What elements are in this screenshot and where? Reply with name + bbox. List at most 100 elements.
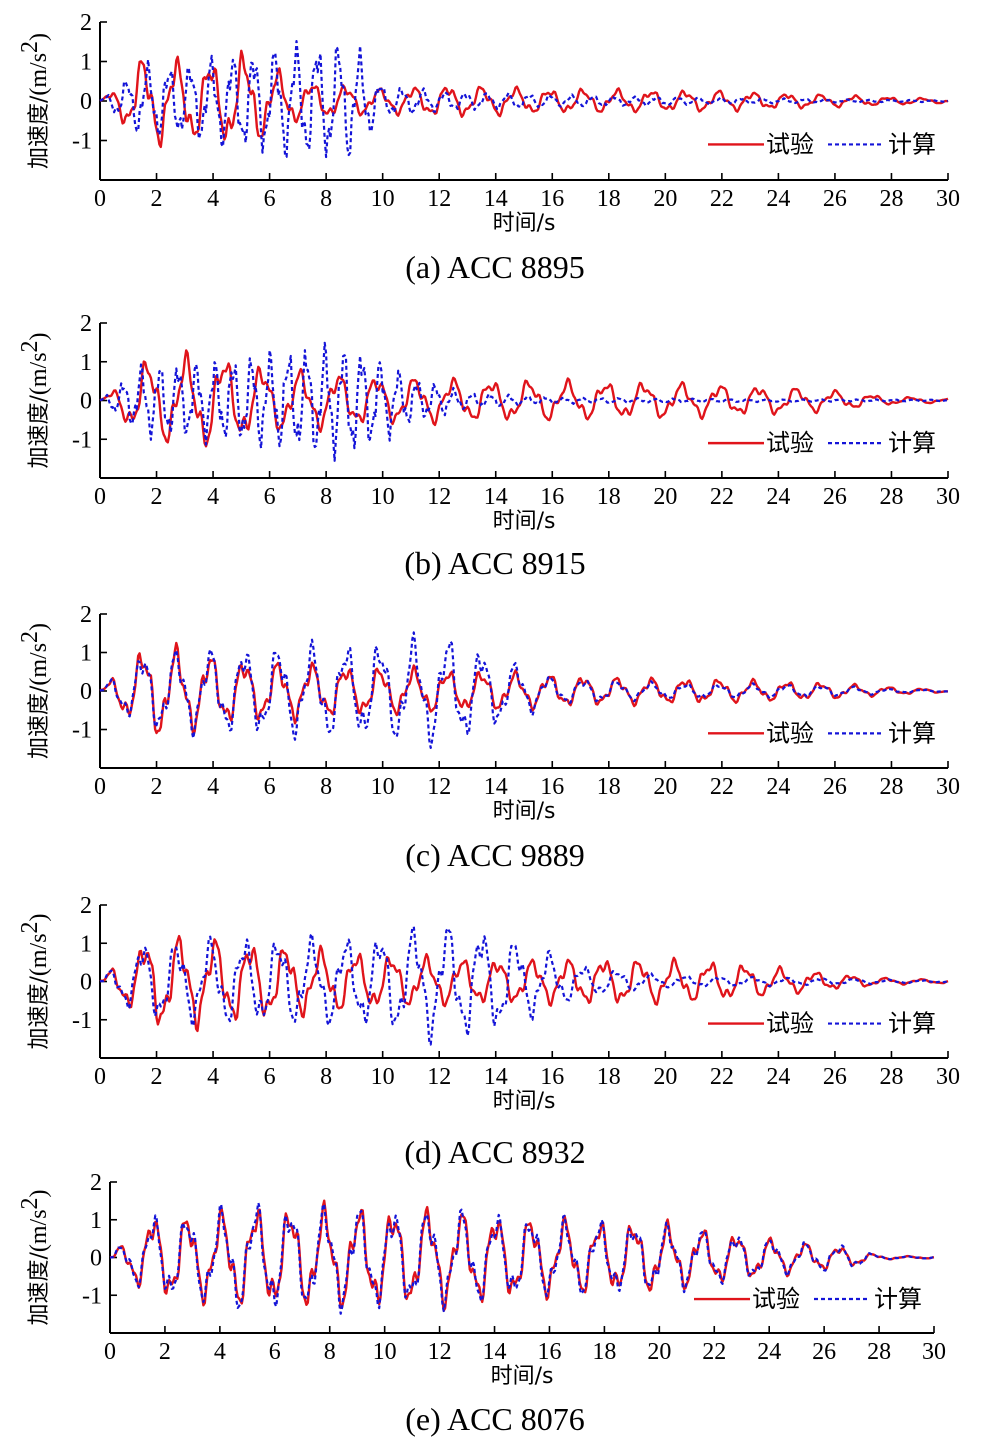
y-tick-label: 1 <box>80 641 92 667</box>
x-tick-label: 30 <box>936 186 960 212</box>
series-experiment-line <box>99 934 949 1033</box>
x-tick-label: 10 <box>373 1339 397 1365</box>
series-experiment-line <box>99 49 949 149</box>
x-tick-label: 24 <box>766 186 790 212</box>
chart-panel-1: 0 2 4 6 8 10 12 14 16 18 20 22 24 26 28 30-1012时间/s加速度/… <box>17 10 960 285</box>
x-tick-label: 26 <box>823 1064 847 1090</box>
x-tick-label: 22 <box>702 1339 726 1365</box>
x-tick-label: 24 <box>766 774 790 800</box>
x-tick-label: 8 <box>324 1339 336 1365</box>
x-tick-label: 28 <box>879 774 903 800</box>
legend-label-experiment: 试验 <box>766 429 814 457</box>
legend-label-calculation: 计算 <box>874 1285 922 1313</box>
legend-label-experiment: 试验 <box>766 130 814 158</box>
chart-caption: (a) ACC 8895 <box>405 249 585 285</box>
y-axis-title-unit: (m/s <box>26 933 52 976</box>
legend-label-calculation: 计算 <box>888 429 936 457</box>
x-tick-label: 26 <box>823 774 847 800</box>
x-tick-label: 20 <box>653 186 677 212</box>
y-tick-label: -1 <box>82 1283 102 1309</box>
chart-caption: (b) ACC 8915 <box>404 545 585 581</box>
y-tick-label: 0 <box>90 1246 102 1272</box>
x-tick-label: 4 <box>207 1064 219 1090</box>
y-axis-title-sup: 2 <box>17 1197 43 1209</box>
x-tick-label: 14 <box>484 484 508 510</box>
chart-caption: (e) ACC 8076 <box>405 1401 585 1437</box>
x-tick-label: 20 <box>653 484 677 510</box>
x-tick-label: 0 <box>94 1064 106 1090</box>
y-axis-title: 加速度/(m/s2) <box>17 1189 52 1325</box>
x-axis-title: 时间/s <box>493 799 556 824</box>
series-calculation-line <box>99 40 949 159</box>
x-tick-label: 14 <box>483 1339 507 1365</box>
chart-caption: (d) ACC 8932 <box>404 1134 585 1170</box>
x-tick-label: 22 <box>710 484 734 510</box>
x-tick-label: 30 <box>922 1339 946 1365</box>
x-tick-label: 18 <box>597 774 621 800</box>
legend-label-experiment: 试验 <box>752 1285 800 1313</box>
x-tick-label: 28 <box>879 186 903 212</box>
x-tick-label: 16 <box>540 484 564 510</box>
x-tick-label: 14 <box>484 774 508 800</box>
x-tick-label: 26 <box>823 186 847 212</box>
x-tick-label: 8 <box>320 774 332 800</box>
y-axis-title-cjk: 加速度/ <box>27 395 52 469</box>
y-tick-label: 1 <box>80 931 92 957</box>
x-axis-title: 时间/s <box>493 509 556 534</box>
chart-caption: (c) ACC 9889 <box>405 837 585 873</box>
x-tick-label: 30 <box>936 1064 960 1090</box>
x-tick-label: 4 <box>214 1339 226 1365</box>
x-tick-label: 18 <box>592 1339 616 1365</box>
x-tick-label: 20 <box>647 1339 671 1365</box>
x-tick-label: 10 <box>371 1064 395 1090</box>
x-tick-label: 20 <box>653 1064 677 1090</box>
x-tick-label: 18 <box>597 1064 621 1090</box>
x-tick-label: 2 <box>151 774 163 800</box>
chart-panel-3: 0 2 4 6 8 10 12 14 16 18 20 22 24 26 28 30-1012时间/s加速度/… <box>17 602 960 873</box>
x-tick-label: 10 <box>371 774 395 800</box>
chart-panel-2: 0 2 4 6 8 10 12 14 16 18 20 22 24 26 28 30-1012时间/s加速度/… <box>17 311 960 581</box>
y-axis-title-unit: (m/s <box>26 643 52 686</box>
x-tick-label: 16 <box>537 1339 561 1365</box>
y-tick-label: 1 <box>90 1208 102 1234</box>
x-tick-label: 8 <box>320 484 332 510</box>
x-tick-label: 4 <box>207 186 219 212</box>
series-calculation-line <box>99 925 949 1046</box>
x-tick-label: 30 <box>936 484 960 510</box>
series-experiment-line <box>109 1199 935 1312</box>
y-tick-label: -1 <box>72 718 92 744</box>
y-tick-label: 0 <box>80 970 92 996</box>
x-tick-label: 16 <box>540 774 564 800</box>
x-tick-label: 24 <box>757 1339 781 1365</box>
x-tick-label: 8 <box>320 186 332 212</box>
x-tick-label: 12 <box>427 484 451 510</box>
y-axis-title-cjk: 加速度/ <box>27 95 52 169</box>
y-axis-title-sup: 2 <box>17 340 43 352</box>
y-tick-label: 2 <box>80 893 92 919</box>
x-tick-label: 26 <box>812 1339 836 1365</box>
x-tick-label: 18 <box>597 186 621 212</box>
y-axis-title-close: ) <box>26 33 52 41</box>
x-tick-label: 12 <box>427 1064 451 1090</box>
legend-label-calculation: 计算 <box>888 130 936 158</box>
x-tick-label: 12 <box>428 1339 452 1365</box>
y-tick-label: 2 <box>90 1170 102 1196</box>
y-axis-title: 加速度/(m/s2) <box>17 913 52 1049</box>
x-tick-label: 12 <box>427 186 451 212</box>
x-tick-label: 18 <box>597 484 621 510</box>
x-tick-label: 0 <box>94 186 106 212</box>
chart-panel-5: 0 2 4 6 8 10 12 14 16 18 20 22 24 26 28 30-1012时间/s加速度/… <box>17 1170 946 1437</box>
x-tick-label: 2 <box>151 1064 163 1090</box>
x-tick-label: 28 <box>867 1339 891 1365</box>
y-tick-label: 1 <box>80 50 92 76</box>
x-tick-label: 6 <box>264 1064 276 1090</box>
y-axis-title-sup: 2 <box>17 921 43 933</box>
x-tick-label: 2 <box>151 186 163 212</box>
y-tick-label: 2 <box>80 10 92 36</box>
x-tick-label: 22 <box>710 774 734 800</box>
x-tick-label: 6 <box>269 1339 281 1365</box>
y-axis-title: 加速度/(m/s2) <box>17 332 52 468</box>
y-axis-title-close: ) <box>26 332 52 340</box>
x-tick-label: 28 <box>879 1064 903 1090</box>
